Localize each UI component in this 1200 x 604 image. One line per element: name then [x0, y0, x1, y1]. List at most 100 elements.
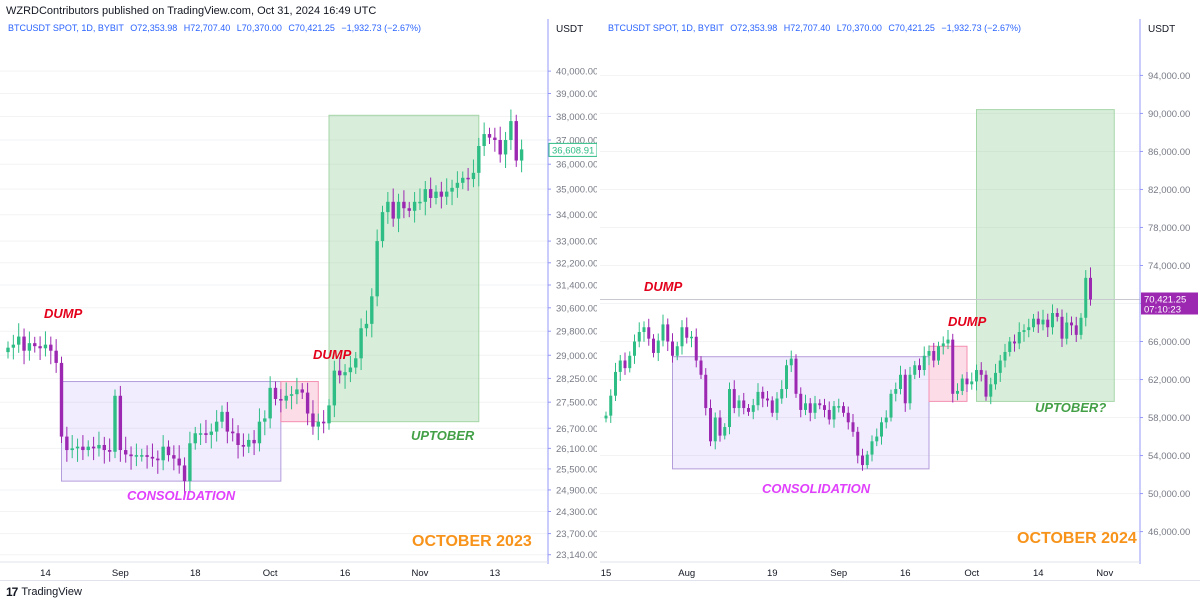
candle-body	[690, 336, 693, 339]
candle-body	[59, 362, 64, 437]
candle-body	[818, 403, 822, 406]
x-tick-label: 14	[1033, 568, 1044, 579]
y-tick-label: 29,000.00	[556, 351, 597, 362]
candle-body	[908, 374, 912, 404]
candle-body	[951, 339, 955, 394]
plot-area	[0, 19, 548, 562]
candle-body	[889, 393, 893, 418]
candle-body	[932, 351, 936, 361]
footer-divider	[0, 580, 1200, 581]
y-tick-label: 25,500.00	[556, 464, 597, 475]
candle-body	[713, 417, 717, 442]
y-tick-label: 50,000.00	[1148, 489, 1190, 500]
x-tick-label: 18	[190, 568, 201, 579]
candle-body	[461, 177, 465, 183]
candle-body	[1041, 319, 1045, 325]
tradingview-logo-icon[interactable]: 17	[6, 585, 18, 599]
candle-body	[257, 421, 262, 444]
candle-body	[134, 455, 139, 457]
candle-body	[124, 450, 128, 455]
ohlc-symbol: BTCUSDT SPOT, 1D, BYBIT	[8, 23, 124, 33]
candle-body	[38, 346, 42, 349]
candle-body	[273, 387, 278, 399]
ohlc-low: L70,370.00	[834, 23, 882, 33]
period-label: OCTOBER 2024	[1017, 530, 1137, 547]
ohlc-close: C70,421.25	[286, 23, 335, 33]
candle-body	[225, 411, 230, 432]
candle-body	[1051, 313, 1054, 328]
candle-body	[666, 324, 670, 342]
candle-body	[161, 446, 165, 461]
x-tick-label: 16	[340, 568, 351, 579]
candle-body	[332, 370, 337, 406]
last-price-countdown: 07:10:23	[1144, 304, 1181, 315]
candle-body	[789, 358, 793, 366]
candle-body	[327, 405, 331, 424]
candle-body	[498, 140, 502, 155]
candle-body	[236, 433, 240, 445]
ohlc-open: O72,353.98	[128, 23, 178, 33]
y-tick-label: 40,000.00	[556, 67, 597, 78]
candle-body	[880, 422, 883, 437]
symbol-line: BTCUSDT SPOT, 1D, BYBIT O72,353.98 H72,7…	[8, 23, 421, 33]
candle-body	[1065, 322, 1069, 339]
candle-body	[1027, 327, 1031, 331]
candle-body	[766, 398, 769, 401]
y-tick-label: 74,000.00	[1148, 261, 1190, 272]
candle-body	[295, 389, 299, 395]
candle-body	[671, 341, 674, 356]
candle-body	[1070, 322, 1073, 326]
y-tick-label: 33,000.00	[556, 237, 597, 248]
y-tick-label: 30,600.00	[556, 303, 597, 314]
y-tick-label: 31,400.00	[556, 281, 597, 292]
candle-body	[75, 446, 80, 449]
candle-body	[509, 121, 513, 141]
candle-body	[70, 448, 74, 451]
candle-body	[439, 191, 444, 197]
candle-body	[49, 344, 53, 351]
uptober-label: UPTOBER?	[1035, 400, 1106, 415]
candle-body	[1084, 277, 1088, 318]
candle-body	[941, 343, 945, 347]
y-tick-label: 24,900.00	[556, 485, 597, 496]
last-price-value: 70,421.25	[1144, 294, 1186, 305]
x-tick-label: Oct	[964, 568, 979, 579]
candle-body	[927, 351, 931, 356]
candle-body	[761, 391, 765, 399]
candle-body	[704, 374, 708, 409]
candle-body	[918, 365, 921, 371]
candle-body	[1036, 318, 1040, 325]
y-tick-label: 23,700.00	[556, 529, 597, 540]
x-tick-label: Nov	[411, 568, 428, 579]
symbol-line: BTCUSDT SPOT, 1D, BYBIT O72,353.98 H72,7…	[608, 23, 1021, 33]
chart-panel-2024[interactable]: USDT 94,000.00 90,000.00 86,000.00 82,000.00…	[600, 19, 1200, 579]
candle-body	[899, 374, 902, 390]
ohlc-symbol: BTCUSDT SPOT, 1D, BYBIT	[608, 23, 724, 33]
candle-body	[728, 389, 731, 428]
footer-brand: TradingView	[21, 586, 82, 598]
candle-body	[6, 347, 10, 353]
candle-body	[402, 201, 406, 209]
y-tick-label: 35,000.00	[556, 185, 597, 196]
candlestick-chart-2023[interactable]: USDT 40,000.00 39,000.00 38,000.00 37,000.00…	[0, 19, 597, 579]
candle-body	[1074, 325, 1078, 335]
candlestick-chart-2024[interactable]: USDT 94,000.00 90,000.00 86,000.00 82,000.00…	[600, 19, 1200, 579]
candle-body	[140, 455, 144, 457]
candle-body	[775, 398, 779, 413]
candle-body	[423, 189, 427, 202]
candle-body	[466, 177, 470, 180]
ohlc-high: H72,707.40	[181, 23, 230, 33]
candle-body	[823, 405, 826, 410]
candle-body	[214, 421, 219, 432]
candle-body	[842, 406, 845, 413]
candle-body	[751, 405, 755, 412]
candle-body	[837, 406, 841, 408]
candle-body	[305, 392, 310, 414]
chart-panel-2023[interactable]: USDT 40,000.00 39,000.00 38,000.00 37,000.00…	[0, 19, 597, 579]
candle-body	[487, 134, 492, 138]
candle-body	[412, 201, 417, 211]
y-tick-label: 38,000.00	[556, 112, 597, 123]
y-tick-label: 86,000.00	[1148, 147, 1190, 158]
candle-body	[477, 145, 481, 173]
candle-body	[81, 446, 85, 451]
